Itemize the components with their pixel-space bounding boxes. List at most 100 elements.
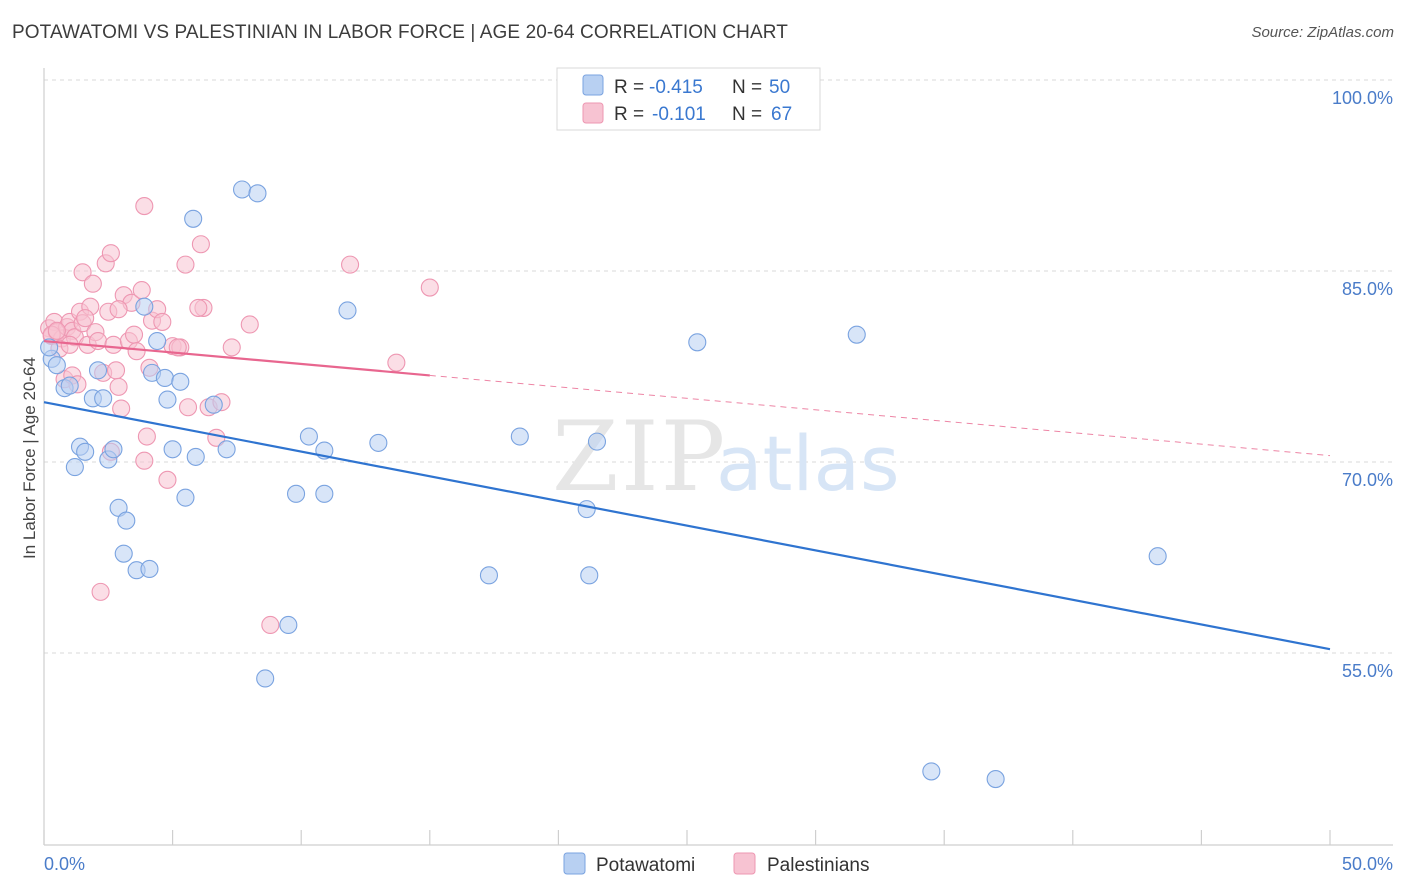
palestinians-point	[135, 451, 154, 470]
x-tick-label-max: 50.0%	[1342, 854, 1393, 874]
palestinians-point	[73, 263, 92, 282]
legend-r-label-2: R =	[614, 104, 644, 125]
potawatomi-trend-line	[43, 401, 1331, 651]
potawatomi-point	[158, 390, 177, 409]
chart-source: Source: ZipAtlas.com	[1251, 24, 1394, 41]
potawatomi-point	[256, 669, 275, 688]
potawatomi-point	[248, 184, 267, 203]
palestinians-point	[158, 470, 177, 489]
potawatomi-point	[140, 559, 159, 579]
potawatomi-point	[104, 440, 123, 459]
legend-swatch-potawatomi	[582, 74, 604, 96]
palestinians-point	[124, 325, 144, 344]
legend-n-value-1: 50	[769, 77, 790, 98]
palestinians-point	[137, 427, 156, 446]
x-tick-label-min: 0.0%	[44, 854, 85, 874]
palestinians-trend-line	[43, 339, 430, 377]
y-axis-label: In Labor Force | Age 20-64	[20, 357, 39, 559]
potawatomi-point	[217, 440, 236, 459]
palestinians-point	[261, 615, 280, 635]
palestinians-point	[387, 353, 406, 372]
potawatomi-point	[479, 566, 499, 585]
potawatomi-point	[60, 376, 79, 395]
potawatomi-point	[94, 389, 113, 408]
palestinians-point	[104, 335, 123, 354]
potawatomi-point	[40, 338, 59, 357]
potawatomi-point	[587, 432, 607, 451]
palestinians-point	[47, 321, 66, 340]
x-ticks	[43, 830, 1331, 845]
palestinians-point	[240, 315, 259, 334]
potawatomi-point	[47, 356, 66, 375]
palestinians-point	[76, 309, 95, 328]
palestinians-point	[178, 398, 198, 417]
watermark-zip: ZIP	[552, 401, 727, 513]
legend-r-label-1: R =	[614, 77, 644, 98]
potawatomi-point	[580, 566, 599, 585]
potawatomi-point	[171, 372, 190, 391]
potawatomi-point	[176, 488, 195, 507]
series-legend-swatch-palestinians	[733, 852, 756, 875]
potawatomi-point	[232, 180, 252, 199]
palestinians-point	[112, 399, 131, 418]
potawatomi-point	[155, 368, 174, 388]
legend-n-label-2: N =	[732, 104, 762, 125]
palestinians-point	[135, 197, 154, 216]
chart-title: POTAWATOMI VS PALESTINIAN IN LABOR FORCE…	[12, 22, 788, 43]
potawatomi-point	[186, 447, 205, 466]
potawatomi-point	[338, 301, 357, 320]
potawatomi-point	[922, 762, 941, 781]
legend-n-label-1: N =	[732, 77, 762, 98]
potawatomi-point	[369, 433, 388, 452]
series-legend-label-potawatomi: Potawatomi	[596, 855, 695, 876]
potawatomi-point	[315, 484, 334, 503]
y-tick-label: 70.0%	[1342, 470, 1393, 490]
potawatomi-point	[1148, 547, 1167, 566]
watermark: ZIP atlas	[552, 401, 900, 513]
palestinians-point	[91, 582, 110, 601]
potawatomi-point	[279, 615, 298, 635]
potawatomi-point	[847, 325, 866, 344]
palestinians-point	[420, 278, 439, 297]
palestinians-point	[127, 342, 146, 361]
y-tick-label: 85.0%	[1342, 279, 1393, 299]
legend-r-value-1: -0.415	[649, 77, 703, 98]
potawatomi-point	[688, 333, 707, 352]
palestinians-point	[189, 298, 208, 317]
palestinians-point	[176, 255, 195, 274]
palestinians-point	[106, 361, 126, 380]
palestinians-point	[109, 300, 128, 319]
palestinians-point	[83, 274, 102, 293]
legend-r-value-2: -0.101	[652, 104, 706, 125]
trend-lines	[43, 339, 1331, 651]
palestinians-point	[132, 281, 151, 300]
potawatomi-point	[204, 395, 223, 414]
palestinians-point	[222, 338, 241, 357]
potawatomi-point	[114, 544, 133, 563]
gridlines	[44, 79, 1393, 654]
potawatomi-point	[577, 500, 596, 519]
series-legend-label-palestinians: Palestinians	[767, 855, 869, 876]
palestinians-trend-extension	[429, 374, 1331, 457]
palestinians-point	[191, 235, 210, 254]
legend-swatch-palestinians	[582, 102, 604, 124]
palestinians-point	[101, 244, 120, 263]
series-legend: Potawatomi Palestinians	[563, 852, 869, 876]
palestinians-point	[109, 377, 128, 396]
y-tick-label: 100.0%	[1332, 88, 1393, 108]
y-tick-labels: 100.0% 85.0% 70.0% 55.0%	[1332, 88, 1393, 681]
palestinians-point	[153, 312, 172, 331]
stats-legend: R = -0.415 N = 50 R = -0.101 N = 67	[556, 67, 821, 131]
potawatomi-point	[510, 427, 529, 446]
watermark-atlas: atlas	[716, 419, 900, 508]
legend-n-value-2: 67	[771, 104, 792, 125]
series-legend-swatch-potawatomi	[563, 852, 586, 875]
y-tick-label: 55.0%	[1342, 661, 1393, 681]
palestinians-points	[40, 197, 439, 635]
potawatomi-point	[299, 427, 318, 446]
potawatomi-point	[135, 297, 154, 316]
potawatomi-point	[76, 442, 95, 461]
palestinians-point	[341, 255, 360, 274]
potawatomi-point	[287, 484, 306, 503]
